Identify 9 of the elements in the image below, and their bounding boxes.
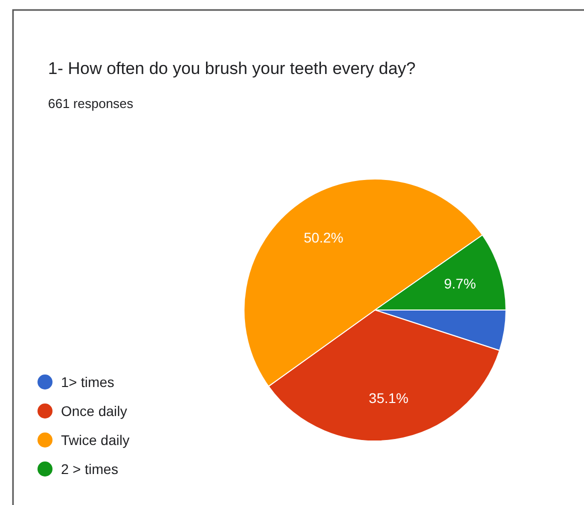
data-label: 50.2%: [304, 229, 344, 246]
chart-title: 1- How often do you brush your teeth every day?: [48, 59, 416, 78]
data-label: 9.7%: [444, 275, 476, 292]
data-label: 35.1%: [368, 390, 409, 406]
legend-label: Once daily: [61, 403, 128, 419]
legend-label: 2 > times: [61, 461, 118, 477]
legend-label: 1> times: [61, 374, 114, 390]
chart-subtitle: 661 responses: [48, 96, 134, 111]
legend-label: Twice daily: [61, 432, 130, 448]
